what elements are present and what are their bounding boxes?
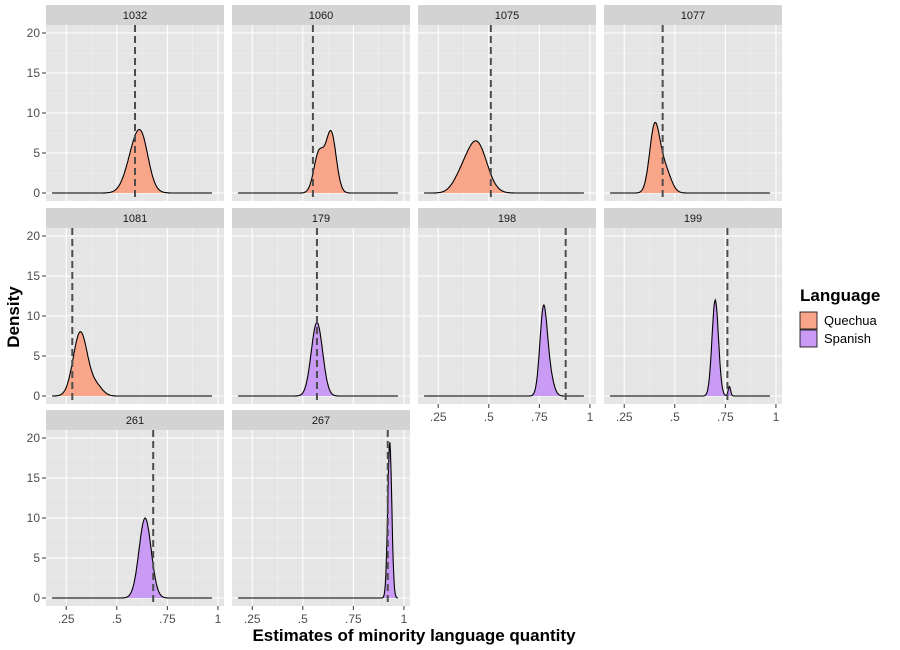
facet-panel-1032: 1032 0 5 10 15 20 [27,5,224,201]
facet-panel-267: 267 .25 .5 .75 1 [232,410,410,626]
facet-strip [232,208,410,228]
density-curve [610,121,770,194]
facet-strip-label: 179 [312,213,330,225]
x-tick-label: .25 [244,612,261,626]
y-tick-label: 0 [33,389,40,403]
x-tick-label: .5 [670,410,680,424]
x-tick-label: .5 [112,612,122,626]
x-tick-label: 1 [587,410,594,424]
x-tick-label: .75 [159,612,176,626]
density-curve [424,303,584,397]
density-curve [52,128,212,194]
x-tick-label: .5 [484,410,494,424]
facet-strip [604,5,782,25]
legend: Language Quechua Spanish [799,286,880,348]
x-tick-label: 1 [215,612,222,626]
facet-panel-1077: 1077 [604,5,782,201]
x-tick-label: .75 [717,410,734,424]
x-tick-label: .5 [298,612,308,626]
facet-strip-label: 1075 [495,10,519,22]
density-curve [238,442,398,599]
y-tick-label: 10 [27,511,41,525]
legend-label-quechua: Quechua [824,313,878,328]
y-tick-label: 15 [27,471,41,485]
legend-title: Language [800,286,880,305]
density-area-spanish [424,305,584,396]
facet-strip [46,208,224,228]
density-area-quechua [238,130,398,193]
density-curve [424,140,584,194]
density-curve [238,321,398,397]
y-tick-label: 20 [27,229,41,243]
facet-panel-1081: 1081 0 5 10 15 20 [27,208,224,404]
facet-strip [46,5,224,25]
y-tick-label: 20 [27,26,41,40]
x-tick-label: 1 [773,410,780,424]
x-tick-label: .75 [531,410,548,424]
legend-key-quechua [799,311,818,330]
facet-panel-199: 199 .25 .5 .75 1 [604,208,782,424]
legend-key-spanish [799,329,818,348]
y-axis-title: Density [4,286,23,348]
x-tick-label: .25 [430,410,447,424]
y-tick-label: 5 [33,551,40,565]
y-tick-label: 15 [27,66,41,80]
facet-strip [46,410,224,430]
y-tick-label: 20 [27,431,41,445]
facet-panel-1075: 1075 [418,5,596,201]
density-area-quechua [424,140,584,193]
facet-strip-label: 261 [126,415,144,427]
y-tick-label: 5 [33,146,40,160]
x-tick-label: .25 [58,612,75,626]
facet-panel-198: 198 .25 .5 .75 1 [418,208,596,424]
y-tick-label: 0 [33,591,40,605]
density-curve [52,517,212,599]
y-tick-label: 10 [27,106,41,120]
facet-strip-label: 1077 [681,10,705,22]
y-tick-label: 5 [33,349,40,363]
density-curve [52,331,212,397]
facet-strip [418,208,596,228]
facet-strip-label: 1032 [123,10,147,22]
density-area-spanish [238,322,398,396]
density-area-quechua [610,122,770,193]
x-tick-label: .25 [616,410,633,424]
facet-strip-label: 267 [312,415,330,427]
facet-panel-179: 179 [232,208,410,404]
facet-strip-label: 199 [684,213,702,225]
y-tick-label: 0 [33,186,40,200]
density-curve [238,129,398,194]
facet-panel-1060: 1060 [232,5,410,201]
density-curve [610,298,770,397]
facet-strip [418,5,596,25]
facet-strip-label: 1060 [309,10,333,22]
facet-strip [232,410,410,430]
density-area-quechua [52,331,212,396]
facet-strip [232,5,410,25]
x-axis-title: Estimates of minority language quantity [252,626,576,645]
facet-strip-label: 198 [498,213,516,225]
facet-strip-label: 1081 [123,213,147,225]
facet-panel-261: 261 0 5 10 15 20 .25 .5 .75 1 [27,410,224,626]
x-tick-label: 1 [401,612,408,626]
facet-strip [604,208,782,228]
x-tick-label: .75 [345,612,362,626]
density-area-quechua [52,129,212,193]
legend-label-spanish: Spanish [824,331,871,346]
y-tick-label: 15 [27,269,41,283]
y-tick-label: 10 [27,309,41,323]
